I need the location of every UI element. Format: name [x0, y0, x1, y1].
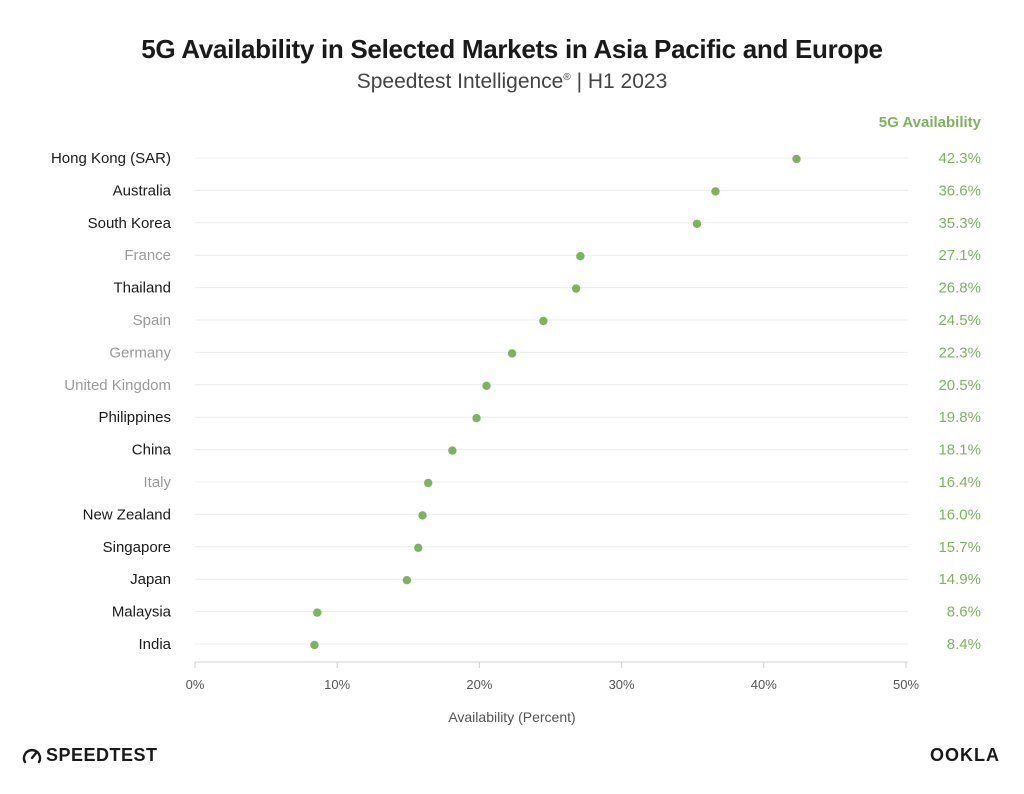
- gauge-icon: [22, 748, 42, 763]
- category-label: Japan: [130, 571, 171, 588]
- category-label: Hong Kong (SAR): [51, 150, 171, 167]
- value-label: 35.3%: [938, 215, 981, 232]
- gridlines: [195, 157, 908, 645]
- data-point: [418, 511, 427, 520]
- x-tick-label: 30%: [609, 677, 635, 692]
- value-label: 42.3%: [938, 150, 981, 167]
- dot-plot-chart: 5G Availability 0% 10% 20% 30% 40% 50% Hong K…: [51, 114, 982, 725]
- data-point: [414, 543, 423, 552]
- value-label: 22.3%: [938, 344, 981, 361]
- value-label: 20.5%: [938, 377, 981, 394]
- data-point: [507, 349, 517, 358]
- x-tick-label: 0%: [186, 677, 205, 692]
- value-label: 16.0%: [938, 506, 981, 523]
- data-point: [472, 414, 481, 423]
- ookla-logo: OOKLA: [930, 745, 1000, 765]
- value-label: 14.9%: [938, 571, 981, 588]
- subtitle-main: Speedtest Intelligence: [356, 70, 564, 93]
- subtitle-period: | H1 2023: [570, 70, 668, 93]
- value-labels: 42.3% 36.6% 35.3% 27.1% 26.8% 24.5% 22.3% 20.5%…: [938, 150, 981, 653]
- x-tick-label: 20%: [466, 677, 492, 692]
- x-tick-label: 50%: [893, 677, 919, 692]
- value-label: 18.1%: [938, 442, 981, 459]
- category-label: India: [138, 636, 171, 653]
- data-point: [402, 576, 412, 585]
- category-label: Italy: [143, 474, 171, 491]
- value-label: 24.5%: [938, 312, 981, 329]
- value-label: 27.1%: [938, 247, 981, 264]
- value-label: 8.6%: [947, 604, 981, 621]
- x-tick-label: 40%: [751, 677, 777, 692]
- category-label: Philippines: [98, 409, 171, 426]
- data-point: [711, 187, 720, 196]
- speedtest-wordmark: SPEEDTEST: [46, 745, 158, 765]
- category-label: Thailand: [113, 280, 171, 297]
- category-label: Malaysia: [112, 604, 172, 621]
- category-labels: Hong Kong (SAR) Australia South Korea Franc…: [51, 150, 172, 653]
- data-point: [539, 316, 548, 326]
- value-label: 15.7%: [938, 539, 981, 556]
- value-label: 19.8%: [938, 409, 981, 426]
- data-point: [313, 608, 322, 617]
- data-point: [571, 284, 581, 293]
- value-label: 36.6%: [938, 182, 981, 199]
- chart-subtitle: Speedtest Intelligence® | H1 2023: [0, 70, 1024, 94]
- category-label: Singapore: [103, 539, 171, 556]
- x-tick-label: 10%: [324, 677, 350, 692]
- x-axis-label: Availability (Percent): [448, 709, 575, 725]
- chart-title: 5G Availability in Selected Markets in A…: [141, 34, 883, 64]
- category-label: Germany: [109, 344, 171, 361]
- category-label: United Kingdom: [64, 377, 171, 394]
- data-point: [792, 154, 801, 164]
- value-label: 26.8%: [938, 280, 981, 297]
- x-axis-ticks: 0% 10% 20% 30% 40% 50%: [186, 661, 919, 692]
- data-point: [576, 252, 585, 261]
- category-label: New Zealand: [83, 506, 171, 523]
- category-label: Spain: [133, 312, 171, 329]
- category-label: China: [132, 442, 172, 459]
- data-point: [310, 640, 319, 650]
- data-point: [482, 381, 491, 390]
- data-point: [448, 446, 457, 455]
- category-label: France: [124, 247, 171, 264]
- speedtest-logo: SPEEDTEST: [22, 745, 158, 766]
- value-label: 16.4%: [938, 474, 981, 491]
- data-point: [692, 219, 702, 228]
- registered-mark: ®: [563, 72, 571, 83]
- category-label: South Korea: [88, 215, 172, 232]
- value-column-header: 5G Availability: [879, 114, 982, 131]
- value-label: 8.4%: [947, 636, 981, 653]
- category-label: Australia: [113, 182, 172, 199]
- data-points: [310, 154, 801, 650]
- data-point: [424, 478, 433, 488]
